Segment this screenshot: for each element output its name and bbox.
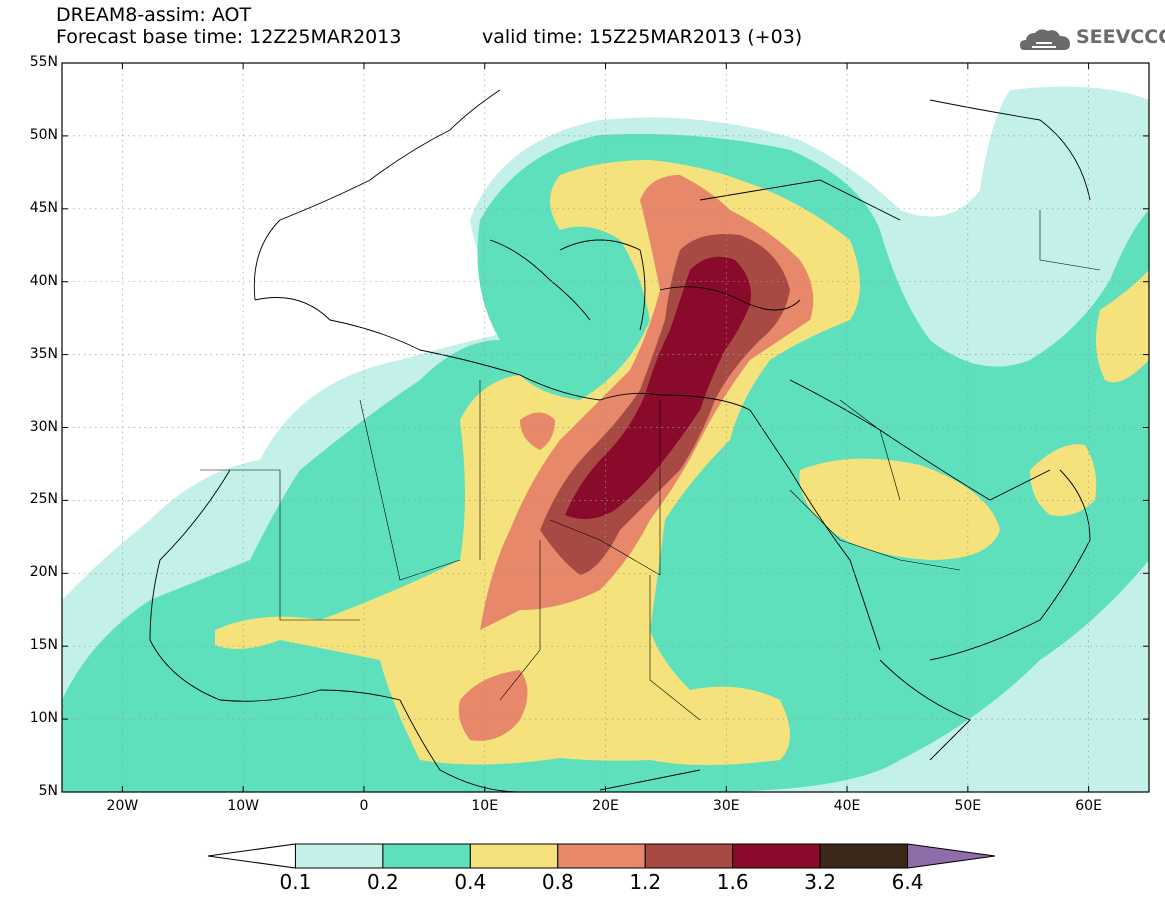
lon-label: 60E xyxy=(1075,798,1102,814)
lat-label: 10N xyxy=(29,710,58,727)
colorbar-swatch xyxy=(382,843,471,869)
colorbar-label: 1.6 xyxy=(716,870,749,894)
colorbar-swatch xyxy=(294,843,384,869)
forecast-base-time: Forecast base time: 12Z25MAR2013 xyxy=(56,26,402,48)
lon-label: 0 xyxy=(359,798,369,814)
colorbar-label: 6.4 xyxy=(891,870,924,894)
lat-label: 20N xyxy=(29,564,58,581)
lon-label: 20W xyxy=(106,798,139,814)
lat-label: 45N xyxy=(29,199,58,216)
colorbar-swatch xyxy=(557,843,646,869)
colorbar-label: 0.1 xyxy=(279,870,312,894)
colorbar-label: 1.2 xyxy=(629,870,662,894)
lat-label: 35N xyxy=(29,345,58,362)
graticule xyxy=(62,63,1149,792)
colorbar-label: 3.2 xyxy=(804,870,837,894)
lon-label: 40E xyxy=(833,798,861,814)
lat-label: 55N xyxy=(29,54,58,70)
colorbar-swatch xyxy=(819,843,909,869)
lon-label: 10E xyxy=(471,798,499,814)
colorbar-swatch xyxy=(644,843,734,869)
colorbar-swatch xyxy=(207,843,296,869)
colorbar-label: 0.2 xyxy=(366,870,399,894)
colorbar-label: 0.8 xyxy=(541,870,574,894)
model-title: DREAM8-assim: AOT xyxy=(56,4,252,26)
colorbar xyxy=(207,843,996,869)
colorbar-swatch xyxy=(469,843,559,869)
aot-contour-0.8-libya xyxy=(520,412,555,450)
lat-label: 50N xyxy=(29,126,58,143)
colorbar-label: 0.4 xyxy=(454,870,487,894)
aot-contour-0.4-oman xyxy=(1030,444,1097,516)
coastline-lines xyxy=(149,89,1091,792)
lon-label: 30E xyxy=(712,798,740,814)
lat-label: 40N xyxy=(29,272,58,289)
aot-contour-0.8-lake xyxy=(458,670,528,741)
lat-label: 15N xyxy=(29,637,58,654)
cloud-logo-icon xyxy=(1020,29,1070,50)
axis-ticks xyxy=(62,62,1149,793)
lon-label: 20E xyxy=(592,798,619,814)
colorbar-swatch xyxy=(732,843,821,869)
lat-label: 25N xyxy=(29,491,58,508)
border-lines xyxy=(200,210,1101,721)
lon-label: 10W xyxy=(227,798,259,814)
lon-label: 50E xyxy=(954,798,982,814)
logo-text: SEEVCCC xyxy=(1076,26,1165,48)
valid-time: valid time: 15Z25MAR2013 (+03) xyxy=(482,26,803,48)
colorbar-swatch xyxy=(907,843,996,869)
aot-contour-0.4-arabia xyxy=(799,458,1000,560)
aot-contour-1.6 xyxy=(565,256,751,519)
lat-label: 5N xyxy=(38,783,58,799)
lat-label: 30N xyxy=(29,418,58,435)
